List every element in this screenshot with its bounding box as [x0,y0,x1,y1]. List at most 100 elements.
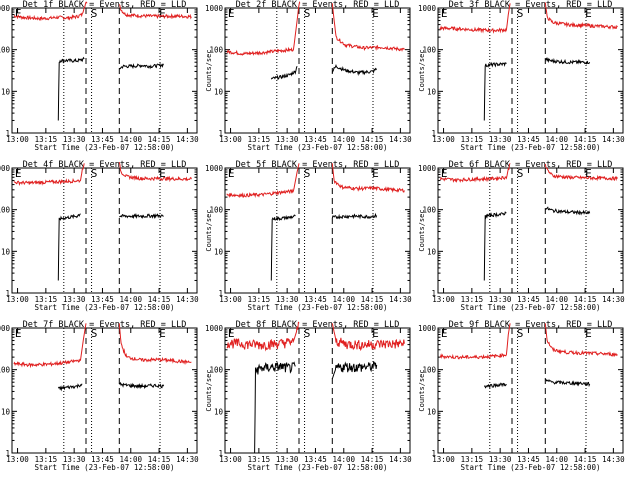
interval-marker-S: S [304,327,311,340]
events-series-segment-1 [254,361,296,454]
plot-frame [224,7,411,134]
y-tick-label: 1 [431,289,436,298]
y-tick-label: 1 [218,129,223,138]
x-tick-label: 14:00 [332,455,355,464]
chart-title: Det 7f BLACK = Events, RED = LLD [23,320,187,330]
lld-series-segment-1 [439,163,511,184]
x-tick-label: 13:00 [6,135,29,144]
lld-series-segment-1 [13,323,87,369]
panel-det3: Det 3f BLACK = Events, RED = LLD 1 10 100 10… [418,0,625,152]
x-tick-label: 13:15 [248,135,271,144]
x-tick-label: 14:00 [332,135,355,144]
events-series-segment-2 [331,212,378,220]
x-tick-label: 14:15 [148,455,171,464]
x-tick-label: 13:30 [63,135,86,144]
plot-frame [11,327,198,454]
y-tick-label: 1000 [418,164,437,173]
x-tick-label: 13:30 [489,295,512,304]
panel-det4: Det 4f BLACK = Events, RED = LLD 1 10 100 10… [0,160,199,312]
interval-marker-E: E [441,7,448,20]
plot-frame [437,327,624,454]
interval-marker-E: E [228,167,235,180]
y-axis-label: Counts/sec [205,49,213,91]
lld-series-segment-1 [226,321,300,352]
x-axis-label: Start Time (23-Feb-07 12:58:00) [35,463,175,472]
x-tick-label: 14:00 [545,295,568,304]
plot-frame [224,167,411,294]
x-tick-label: 14:30 [602,295,625,304]
events-series-segment-1 [57,56,85,121]
x-tick-label: 13:30 [489,135,512,144]
interval-marker-E: E [159,327,166,340]
x-tick-label: 14:30 [176,295,199,304]
plot-frame [11,7,198,134]
interval-marker-S: S [304,7,311,20]
x-tick-label: 13:45 [517,295,540,304]
lld-series-segment-1 [13,163,85,186]
y-tick-label: 1000 [418,4,437,13]
x-tick-label: 13:30 [63,295,86,304]
x-tick-label: 14:00 [545,135,568,144]
x-tick-label: 14:15 [148,295,171,304]
lld-series-segment-2 [118,4,192,20]
chart-title: Det 8f BLACK = Events, RED = LLD [236,320,400,330]
y-tick-label: 10 [214,87,224,96]
interval-marker-S: S [91,327,98,340]
chart-title: Det 6f BLACK = Events, RED = LLD [449,160,613,170]
interval-marker-S: S [304,167,311,180]
x-tick-label: 13:45 [304,455,327,464]
y-tick-label: 100 [0,366,10,375]
events-series-segment-2 [545,378,591,388]
y-tick-label: 1000 [205,164,224,173]
chart-title: Det 2f BLACK = Events, RED = LLD [236,0,400,10]
y-tick-label: 100 [422,206,436,215]
x-tick-label: 14:15 [574,135,597,144]
y-tick-label: 1 [431,449,436,458]
events-series-segment-1 [57,383,83,392]
x-tick-label: 13:00 [432,295,455,304]
x-tick-label: 14:30 [176,455,199,464]
y-tick-label: 100 [209,46,223,55]
x-tick-label: 13:45 [304,135,327,144]
events-series-segment-1 [270,214,296,281]
x-tick-label: 13:00 [219,455,242,464]
x-axis-label: Start Time (23-Feb-07 12:58:00) [35,143,175,152]
panel-det2: Det 2f BLACK = Events, RED = LLD 1 10 100 10… [205,0,412,152]
chart-title: Det 5f BLACK = Events, RED = LLD [236,160,400,170]
x-tick-label: 14:15 [361,455,384,464]
interval-marker-E: E [228,7,235,20]
y-tick-label: 1 [218,449,223,458]
events-series-segment-2 [331,63,378,76]
interval-marker-E: E [585,167,592,180]
x-tick-label: 13:45 [91,455,114,464]
interval-marker-E: E [15,327,22,340]
x-tick-label: 13:00 [432,135,455,144]
x-tick-label: 14:30 [389,295,412,304]
events-series-segment-1 [270,66,298,81]
x-tick-label: 13:30 [63,455,86,464]
x-tick-label: 13:00 [219,135,242,144]
x-tick-label: 14:15 [361,135,384,144]
y-tick-label: 1 [5,289,10,298]
y-tick-label: 1000 [0,164,10,173]
panel-det5: Det 5f BLACK = Events, RED = LLD 1 10 100 10… [205,160,412,312]
lld-series-segment-1 [439,3,511,34]
x-tick-label: 13:00 [432,455,455,464]
x-tick-label: 13:00 [6,295,29,304]
interval-marker-S: S [517,7,524,20]
x-tick-label: 13:45 [91,295,114,304]
y-tick-label: 100 [422,46,436,55]
panel-det9: Det 9f BLACK = Events, RED = LLD 1 10 100 10… [418,320,625,472]
y-tick-label: 10 [427,87,437,96]
events-series-segment-2 [545,206,591,216]
x-tick-label: 13:45 [517,135,540,144]
lld-series-segment-2 [544,2,618,30]
interval-marker-E: E [159,167,166,180]
x-tick-label: 13:30 [276,135,299,144]
lld-series-segment-2 [118,323,192,365]
interval-marker-S: S [517,327,524,340]
panel-det1: Det 1f BLACK = Events, RED = LLD 1 10 100 10… [0,0,199,152]
interval-marker-E: E [372,7,379,20]
plot-frame [437,7,624,134]
x-tick-label: 14:00 [119,135,142,144]
